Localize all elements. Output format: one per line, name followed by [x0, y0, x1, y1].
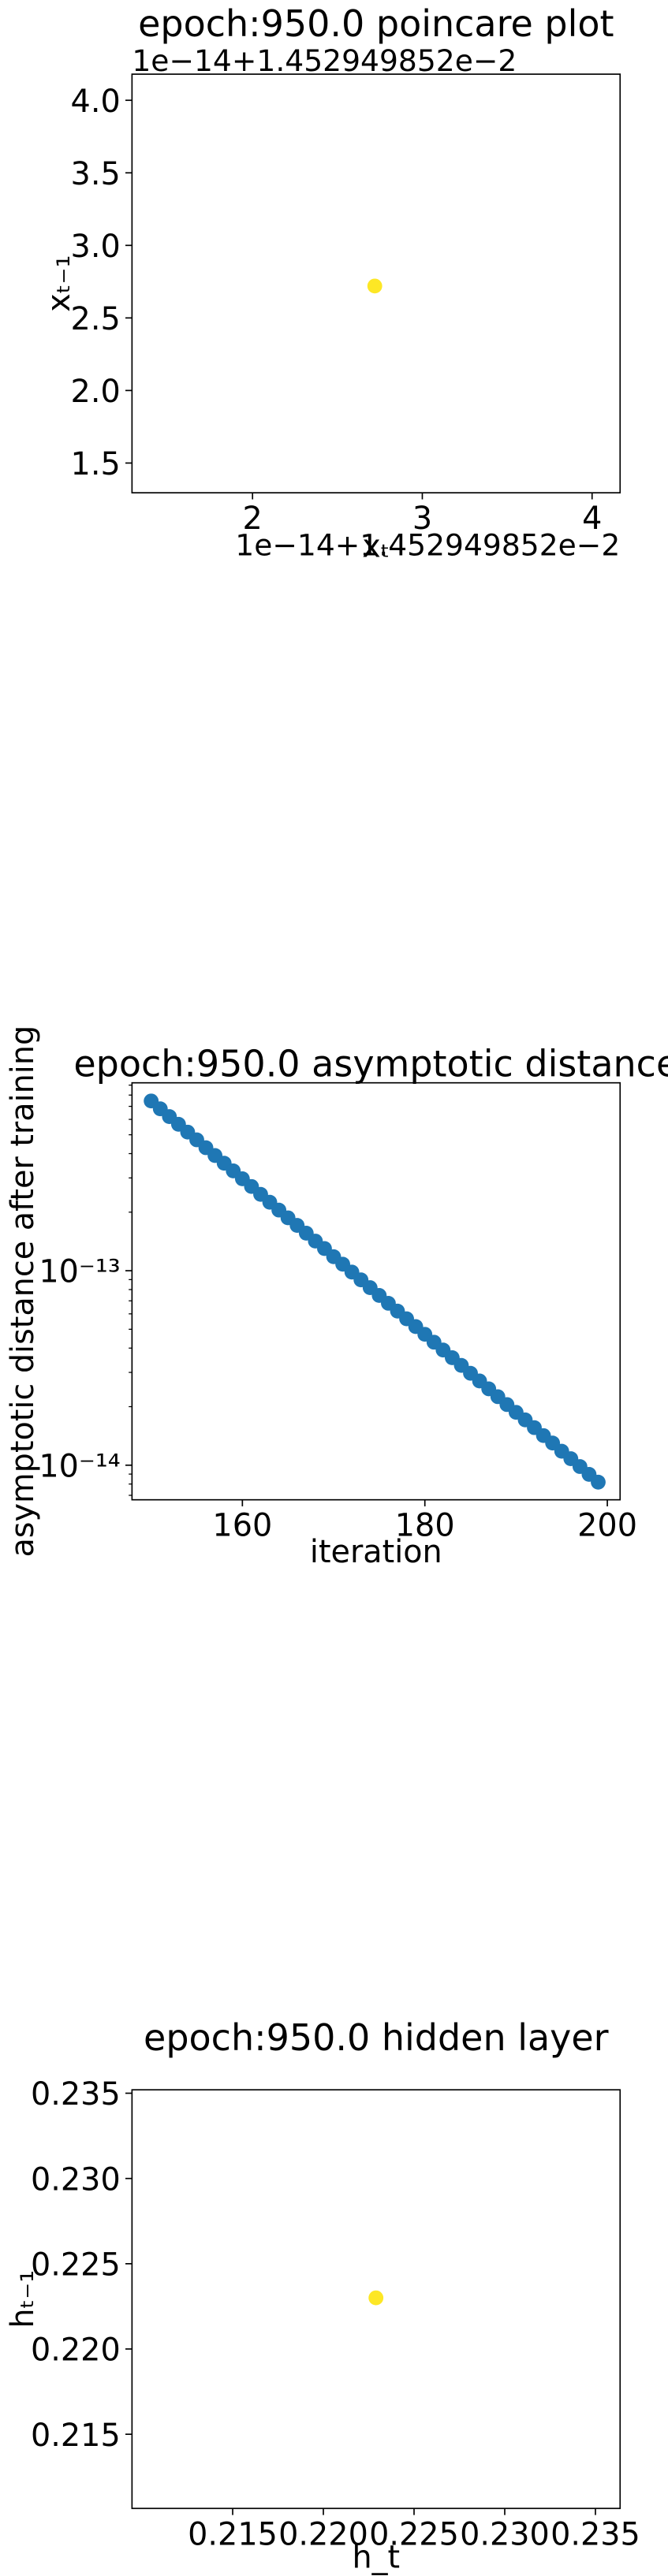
x-tick-label: 0.215	[188, 2516, 278, 2552]
x-offset-text: 1e−14+1.452949852e−2	[235, 528, 620, 563]
y-axis-label: xₜ₋₁	[41, 255, 77, 312]
y-tick-label: 0.220	[31, 2332, 121, 2369]
plot-frame	[131, 1081, 621, 1501]
y-tick-label: 0.230	[31, 2161, 121, 2198]
x-axis-label: xₜ	[362, 529, 390, 565]
x-tick-label: 180	[395, 1508, 455, 1544]
x-tick-label: 0.220	[278, 2516, 368, 2552]
x-tick-label: 0.230	[460, 2516, 550, 2552]
x-tick-label: 2	[243, 501, 263, 537]
chart-title: epoch:950.0 hidden layer	[144, 2016, 609, 2059]
x-tick-label: 200	[577, 1508, 637, 1544]
y-tick-label: 2.5	[71, 301, 121, 337]
x-tick-label: 160	[212, 1508, 272, 1544]
y-tick-label: 0.235	[31, 2076, 121, 2113]
y-tick-label: 4.0	[71, 84, 121, 120]
y-tick-label: 1.5	[71, 446, 121, 482]
x-axis-label: iteration	[310, 1534, 442, 1570]
y-axis-label: hₜ₋₁	[5, 2270, 41, 2328]
point	[591, 1474, 606, 1490]
x-tick-label: 0.235	[550, 2516, 640, 2552]
y-tick-label: 10⁻¹⁴	[39, 1448, 120, 1484]
plot-frame	[131, 2089, 621, 2510]
y-tick-label: 2.0	[71, 374, 121, 410]
x-tick-label: 3	[412, 501, 432, 537]
chart-title: epoch:950.0 asymptotic distance	[73, 1042, 668, 1085]
point	[368, 2290, 384, 2306]
point	[367, 278, 383, 294]
x-axis-label: h_t	[353, 2540, 401, 2576]
y-tick-label: 3.5	[71, 156, 121, 192]
x-tick-label: 4	[582, 501, 602, 537]
y-tick-label: 0.225	[31, 2247, 121, 2283]
x-tick-label: 0.225	[369, 2516, 459, 2552]
y-tick-label: 0.215	[31, 2418, 121, 2454]
plot-frame	[131, 73, 621, 494]
chart-title: epoch:950.0 poincare plot	[138, 2, 614, 45]
y-tick-label: 10⁻¹³	[39, 1254, 120, 1290]
y-axis-label: asymptotic distance after training	[5, 1026, 41, 1558]
y-offset-text: 1e−14+1.452949852e−2	[132, 43, 517, 78]
y-tick-label: 3.0	[71, 229, 121, 265]
